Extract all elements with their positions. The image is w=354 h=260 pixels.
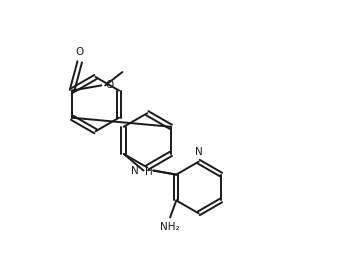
Text: N: N (131, 166, 139, 176)
Text: O: O (76, 47, 84, 57)
Text: NH₂: NH₂ (160, 222, 180, 232)
Text: H: H (145, 167, 153, 177)
Text: O: O (105, 80, 113, 90)
Text: N: N (195, 147, 202, 157)
